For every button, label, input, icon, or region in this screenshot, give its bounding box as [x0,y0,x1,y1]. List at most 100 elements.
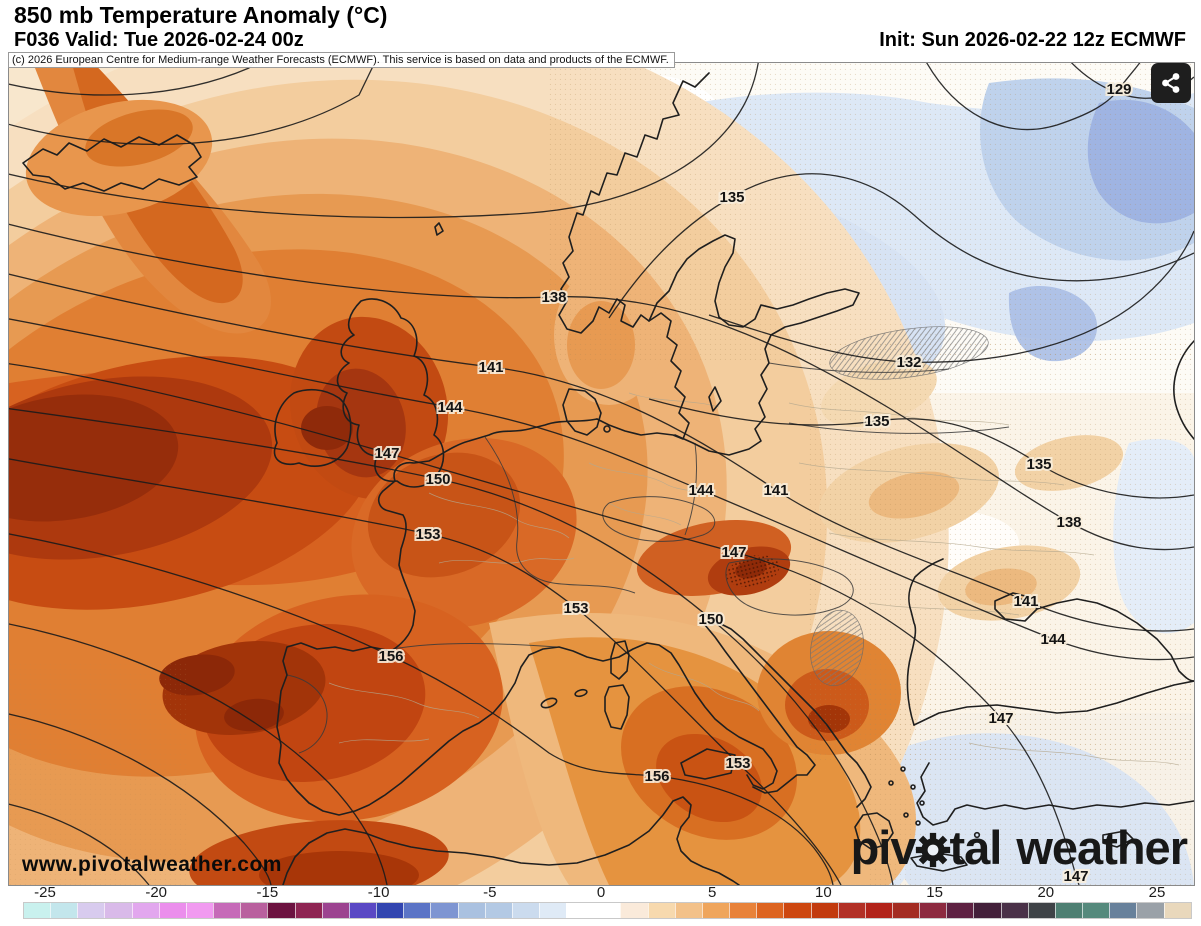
country-borders [286,362,1010,754]
contour-label: 156 [378,648,403,665]
colorbar-tick-labels: -25 -20 -15 -10 -5 0 5 10 15 20 25 [0,884,1201,901]
colorbar-tick-label: 25 [1148,884,1166,901]
colorbar-cell [1000,903,1028,918]
colorbar-cell [403,903,431,918]
init-time-text: Init: Sun 2026-02-22 12z ECMWF [879,29,1186,51]
watermark-url: www.pivotalweather.com [22,853,282,876]
contour-label: 141 [1013,593,1038,610]
logo-text-weather: weather [1016,821,1188,874]
colorbar-cell [1163,903,1191,918]
contour-label: 129 [1106,81,1131,98]
weather-map: 129 132 135 135 135 138 138 141 141 141 144 144 144 1… [0,11,1195,926]
colorbar-cell [267,903,295,918]
colorbar-cell [701,903,730,918]
colorbar-cell [973,903,1001,918]
anomaly-map-graphic: 129 132 135 135 135 138 138 141 141 141 144 144 144 1… [0,11,1195,926]
colorbar-cell [131,903,159,918]
colorbar-cell [674,903,702,918]
colorbar-cell [1054,903,1083,918]
contour-label: 153 [563,600,588,617]
copyright-notice: (c) 2026 European Centre for Medium-rang… [8,52,675,68]
colorbar-tick-label: -10 [367,884,390,901]
contour-labels: 129 132 135 135 135 138 138 141 141 141 144 144 144 1… [372,79,1133,887]
colorbar-cell [864,903,892,918]
contour-label: 147 [988,710,1013,727]
colorbar-cell [430,903,458,918]
colorbar-cell [511,903,539,918]
contour-label: 147 [721,544,746,561]
colorbar-cell [321,903,349,918]
contour-label: 135 [1026,456,1051,473]
contour-label: 138 [541,289,566,306]
contour-label: 150 [425,471,450,488]
colorbar-cell [620,903,648,918]
colorbar-cell [104,903,132,918]
colorbar-tick-label: 15 [926,884,943,901]
colorbar-cell [50,903,78,918]
contour-label: 150 [698,611,723,628]
colorbar-cell [538,903,567,918]
contour-label: 135 [719,189,744,206]
colorbar-cell [783,903,811,918]
colorbar-cell [1109,903,1137,918]
colorbar-tick-label: 0 [596,884,606,901]
colorbar-tick-label: 20 [1037,884,1055,901]
contour-label: 135 [864,413,889,430]
colorbar-cell [240,903,268,918]
colorbar-cell [484,903,512,918]
contour-label: 141 [763,482,788,499]
admin-borders [328,392,1180,766]
colorbar-cell [348,903,377,918]
colorbar-cell [946,903,974,918]
colorbar-cell [756,903,784,918]
contour-label: 153 [725,755,750,772]
colorbar-cell [294,903,322,918]
logo-text-tal: tal [949,821,1003,874]
colorbar-tick-label: -5 [483,884,497,901]
colorbar-tick-label: -15 [256,884,279,901]
contour-label: 153 [415,526,440,543]
contour-label: 156 [644,768,669,785]
colorbar-cell [892,903,920,918]
valid-time-text: F036 Valid: Tue 2026-02-24 00z [14,29,304,51]
gear-icon [915,828,951,875]
coastlines [22,72,1195,886]
colorbar-tick-label: 10 [815,884,832,901]
colorbar-cell [1027,903,1055,918]
colorbar-cell [919,903,947,918]
contour-label: 144 [437,399,463,416]
colorbar-cell [729,903,757,918]
colorbar-cell [185,903,214,918]
colorbar-cell [1136,903,1164,918]
colorbar-cell [647,903,675,918]
contour-label: 144 [1040,631,1066,648]
colorbar-cell [376,903,404,918]
colorbar-cell [158,903,186,918]
share-icon [1162,73,1180,93]
colorbar-cell [24,903,51,918]
colorbar-cell [1082,903,1110,918]
colorbar-cell [77,903,105,918]
colorbar-tick-label: -25 [34,884,56,901]
contour-label: 132 [896,354,921,371]
contour-label: 147 [374,445,399,462]
colorbar-cell [810,903,838,918]
colorbar-cell [457,903,485,918]
pivotal-weather-logo: piv tal weather [850,821,1188,874]
colorbar-cell [213,903,241,918]
colorbar-cell [566,903,594,918]
hatched-region [810,326,989,687]
contour-label: 144 [688,482,714,499]
page-title: 850 mb Temperature Anomaly (°C) [14,2,388,28]
colorbar [23,902,1192,919]
contour-label: 141 [478,359,503,376]
contour-label: 147 [1063,868,1088,885]
logo-text-piv: piv [850,821,917,874]
share-button[interactable] [1151,63,1191,103]
colorbar-cell [837,903,865,918]
contour-label: 138 [1056,514,1081,531]
contour-lines [3,57,1195,886]
colorbar-tick-label: 5 [708,884,717,901]
colorbar-tick-label: -20 [145,884,168,901]
colorbar-cell [593,903,621,918]
